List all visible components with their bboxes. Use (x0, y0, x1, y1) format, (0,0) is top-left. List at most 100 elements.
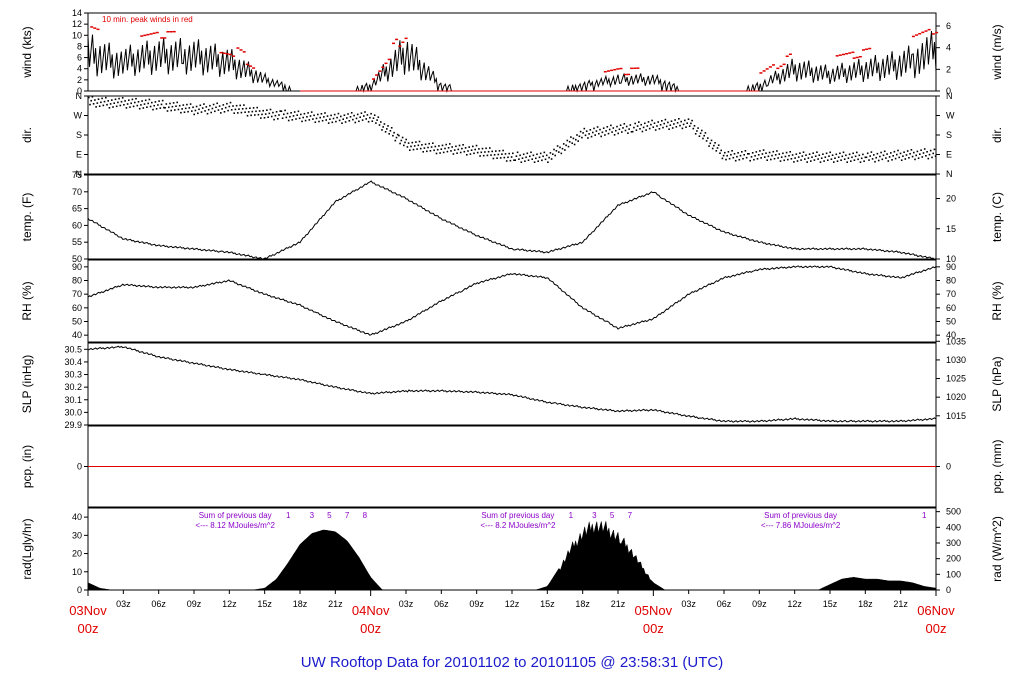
direction-point (115, 105, 118, 108)
direction-point (143, 103, 146, 105)
direction-point (97, 98, 100, 100)
direction-point (270, 115, 273, 118)
direction-point (108, 107, 111, 109)
direction-point (617, 132, 619, 135)
direction-point (646, 125, 649, 127)
peak-wind-mark (918, 33, 922, 35)
direction-point (744, 150, 747, 152)
direction-point (427, 146, 429, 149)
x-hour-label: 00z (926, 621, 947, 636)
direction-point (662, 126, 664, 129)
direction-point (273, 118, 275, 121)
direction-point (648, 127, 651, 130)
peak-wind-mark (915, 34, 919, 36)
direction-point (88, 96, 90, 99)
peak-wind-mark (868, 47, 872, 50)
direction-point (891, 159, 893, 161)
direction-point (813, 159, 816, 161)
direction-point (647, 121, 650, 123)
direction-point (275, 111, 278, 113)
radiation-note-line: Sum of previous day (481, 511, 554, 520)
direction-point (502, 149, 504, 152)
direction-point (708, 145, 710, 147)
direction-point (205, 106, 208, 108)
direction-point (221, 108, 223, 110)
direction-point (481, 147, 484, 150)
direction-point (618, 128, 621, 131)
direction-point (576, 134, 578, 136)
direction-point (412, 148, 415, 151)
direction-point (851, 156, 853, 159)
direction-point (169, 102, 171, 105)
peak-wind-mark (378, 70, 382, 72)
direction-point (899, 152, 902, 155)
direction-point (788, 154, 790, 157)
y-axis-label-right: dir. (990, 127, 1004, 143)
direction-point (453, 149, 456, 151)
right-tick-label: 1015 (946, 411, 966, 421)
direction-point (564, 149, 566, 151)
direction-point (292, 115, 295, 117)
direction-point (520, 161, 523, 163)
direction-point (123, 104, 125, 106)
x-tick-label: 09z (752, 599, 767, 609)
direction-point (168, 106, 170, 109)
day-marker: 3 (592, 511, 597, 520)
peak-wind-mark (384, 62, 388, 65)
direction-point (327, 122, 330, 124)
direction-point (795, 153, 798, 155)
left-tick-label: 40 (72, 330, 82, 340)
direction-point (352, 118, 354, 121)
direction-point (887, 160, 890, 162)
direction-point (675, 126, 678, 128)
direction-point (489, 147, 491, 149)
y-axis-label: RH (%) (20, 281, 34, 320)
direction-point (256, 106, 258, 109)
direction-point (555, 150, 558, 152)
left-tick-label: 12 (72, 19, 82, 29)
direction-point (704, 132, 707, 134)
direction-point (203, 103, 205, 105)
right-tick-label: 50 (946, 317, 956, 327)
direction-point (876, 152, 879, 155)
direction-point (654, 129, 657, 131)
direction-point (581, 136, 583, 139)
direction-point (135, 97, 137, 100)
direction-point (120, 100, 123, 103)
direction-point (536, 153, 538, 156)
direction-point (579, 130, 582, 133)
left-tick-label: 30.2 (64, 382, 82, 392)
direction-point (450, 150, 452, 152)
direction-point (896, 153, 898, 156)
direction-point (790, 158, 793, 160)
direction-point (804, 158, 806, 160)
direction-point (238, 108, 240, 110)
direction-point (469, 153, 472, 155)
direction-point (532, 154, 535, 157)
direction-point (913, 151, 915, 154)
direction-point (307, 112, 309, 114)
direction-point (771, 154, 773, 157)
direction-point (330, 114, 332, 117)
left-tick-label: 60 (72, 220, 82, 230)
direction-point (163, 106, 165, 109)
direction-point (191, 110, 193, 112)
direction-point (496, 157, 498, 159)
direction-point (582, 132, 584, 134)
direction-point (831, 154, 834, 156)
peak-wind-mark (623, 73, 627, 76)
direction-point (493, 154, 496, 156)
direction-point (681, 127, 684, 130)
direction-point (176, 101, 178, 104)
direction-point (644, 122, 646, 125)
day-marker: 1 (286, 511, 291, 520)
direction-point (504, 153, 507, 155)
right-tick-label: 6 (946, 21, 951, 31)
day-marker: 8 (363, 511, 368, 520)
direction-point (638, 121, 640, 123)
x-tick-label: 03z (681, 599, 696, 609)
direction-point (491, 150, 493, 153)
direction-point (200, 111, 203, 113)
